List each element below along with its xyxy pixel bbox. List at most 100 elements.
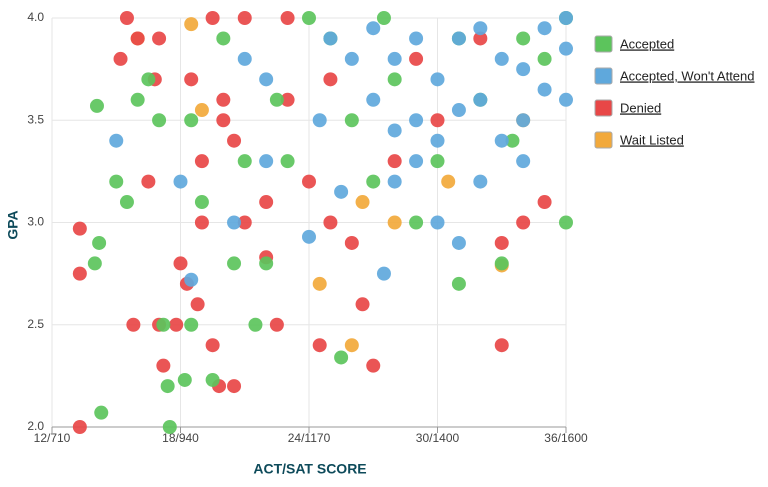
data-point (494, 133, 509, 148)
y-axis-title: GPA (5, 210, 21, 239)
data-point (366, 21, 381, 36)
data-point (89, 98, 104, 113)
data-point (505, 133, 520, 148)
x-tick-label: 30/1400 (416, 431, 460, 445)
data-point (409, 51, 424, 66)
legend-label[interactable]: Wait Listed (620, 132, 684, 147)
data-point (130, 92, 145, 107)
data-point (259, 72, 274, 87)
data-point (269, 92, 284, 107)
data-point (302, 229, 316, 244)
data-point (173, 174, 188, 189)
data-point (237, 11, 252, 25)
data-point (323, 31, 338, 46)
legend-swatch[interactable] (594, 131, 613, 149)
data-point (109, 174, 124, 189)
data-point (451, 235, 466, 250)
data-point (194, 195, 209, 210)
y-tick-label: 3.0 (27, 215, 44, 229)
data-point (269, 317, 284, 332)
data-point (169, 317, 184, 332)
data-point (92, 235, 107, 250)
data-point (344, 338, 359, 353)
data-point (387, 154, 402, 169)
data-point (302, 174, 316, 189)
data-point (473, 92, 488, 107)
data-point (430, 72, 445, 87)
data-point (141, 72, 156, 87)
data-point (516, 31, 531, 46)
legend-swatch[interactable] (594, 35, 613, 53)
data-point (205, 372, 220, 387)
data-point (194, 103, 209, 118)
data-point (376, 11, 391, 25)
y-tick-label: 2.5 (27, 317, 44, 331)
data-point (537, 21, 552, 36)
data-point (184, 317, 199, 332)
data-point (387, 174, 402, 189)
data-point (72, 420, 87, 434)
data-point (126, 317, 141, 332)
data-point (537, 195, 552, 210)
data-point (473, 31, 488, 46)
data-point (344, 235, 359, 250)
data-point (312, 338, 327, 353)
data-point (366, 174, 381, 189)
data-point (430, 215, 445, 230)
data-point (323, 215, 338, 230)
data-point (216, 113, 231, 128)
data-point (430, 133, 445, 148)
data-point (130, 31, 145, 46)
data-point (259, 154, 274, 169)
data-point (72, 266, 87, 281)
data-point (194, 154, 209, 169)
data-point (302, 11, 316, 25)
data-point (355, 195, 370, 210)
data-point (344, 51, 359, 66)
data-point (160, 379, 175, 394)
data-point (473, 21, 488, 36)
legend-label[interactable]: Denied (620, 100, 661, 115)
data-point (494, 256, 509, 271)
data-point (94, 405, 109, 420)
data-point (409, 154, 424, 169)
data-point (119, 195, 134, 210)
data-point (237, 215, 252, 230)
data-point (248, 317, 263, 332)
data-point (387, 72, 402, 87)
data-point (312, 276, 327, 291)
x-tick-label: 36/1600 (544, 431, 588, 445)
data-point (387, 51, 402, 66)
legend-swatch[interactable] (594, 67, 613, 85)
data-point (216, 31, 231, 46)
data-point (516, 154, 531, 169)
data-point (494, 235, 509, 250)
data-point (184, 17, 199, 32)
x-tick-label: 18/940 (162, 431, 199, 445)
data-point (280, 11, 295, 25)
data-point (537, 82, 552, 97)
data-point (494, 51, 509, 66)
data-point (334, 350, 349, 365)
y-tick-label: 3.5 (27, 112, 44, 126)
data-point (141, 174, 156, 189)
data-point (559, 92, 573, 107)
data-point (376, 266, 391, 281)
data-point (184, 72, 199, 87)
data-point (152, 31, 167, 46)
data-point (156, 358, 171, 373)
legend-label[interactable]: Accepted, Won't Attend (620, 68, 755, 83)
x-axis-title: ACT/SAT SCORE (253, 461, 366, 477)
data-point (72, 221, 87, 236)
data-point (409, 31, 424, 46)
data-point (119, 11, 134, 25)
x-tick-label: 12/710 (34, 431, 71, 445)
data-point (216, 92, 231, 107)
data-point (190, 297, 205, 312)
legend-swatch[interactable] (594, 99, 613, 117)
data-point (387, 123, 402, 138)
data-point (227, 256, 242, 271)
legend-label[interactable]: Accepted (620, 36, 674, 51)
data-point (152, 113, 167, 128)
